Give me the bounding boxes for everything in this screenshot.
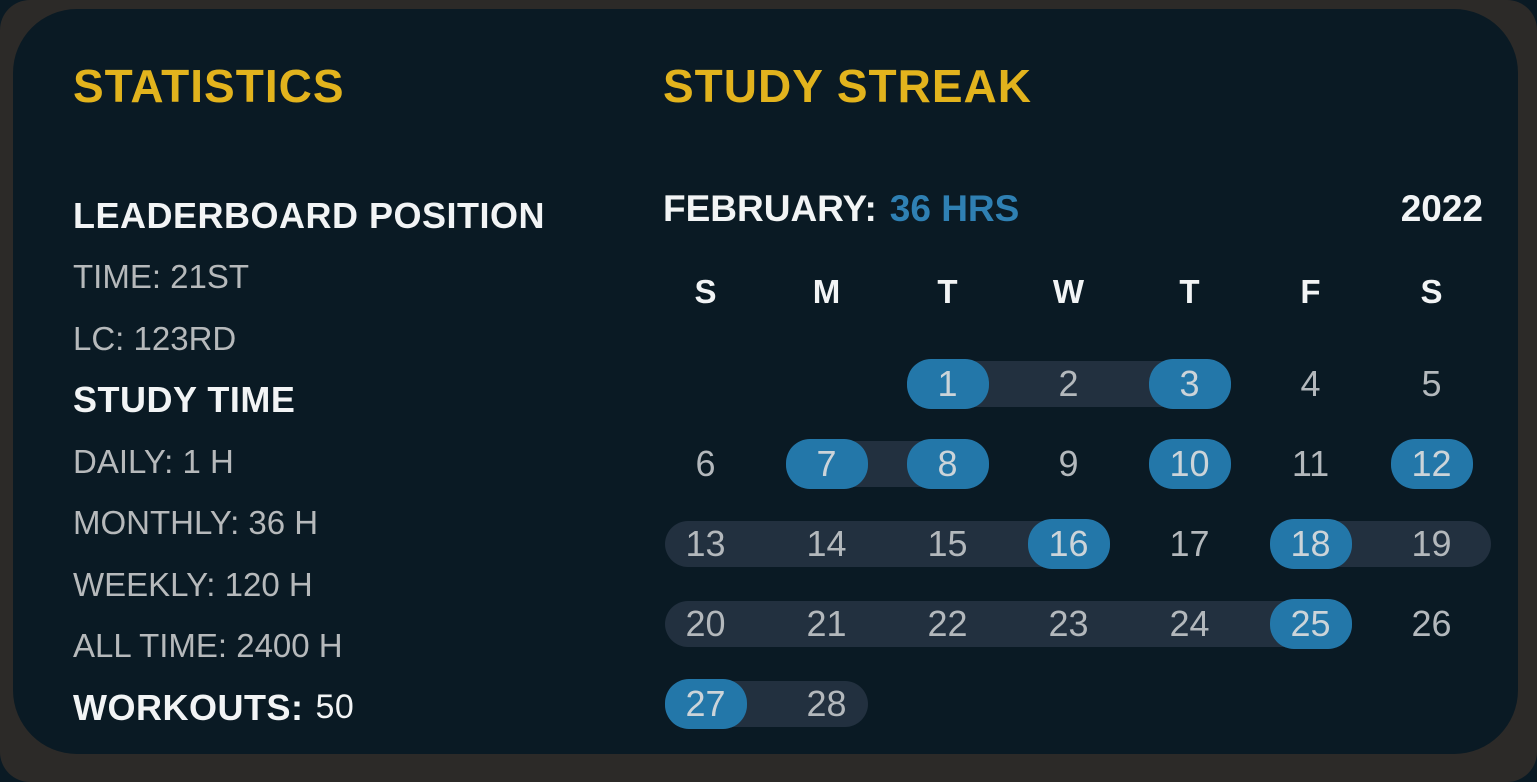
calendar-day-cell: 24 [1129, 599, 1250, 649]
calendar-week-row: 13 14 15 16 17 18 19 [645, 519, 1492, 569]
calendar-day-cell: 15 [887, 519, 1008, 569]
calendar-day: 6 [695, 443, 716, 484]
weekday-header: F [1300, 273, 1321, 310]
calendar-day-cell: 17 [1129, 519, 1250, 569]
weekday-header: S [694, 273, 717, 310]
calendar-day-cell: 14 [766, 519, 887, 569]
calendar-day-cell: 27 [645, 679, 766, 729]
weekday-header: T [937, 273, 958, 310]
statistics-list: LEADERBOARD POSITION TIME: 21ST LC: 123RD S… [73, 185, 545, 739]
calendar-day-studied: 12 [1390, 439, 1473, 489]
stat-line: DAILY: 1 H [73, 442, 234, 480]
year-label: 2022 [1400, 188, 1483, 229]
calendar-day-cell: 16 [1008, 519, 1129, 569]
streak-band [664, 601, 1352, 647]
calendar-day-cell: 8 [887, 439, 1008, 489]
stat-line: STUDY TIME [73, 379, 296, 421]
calendar-day: 15 [927, 523, 968, 564]
calendar-day-cell: 11 [1250, 439, 1371, 489]
calendar-week-row: 6 7 8 9 10 11 12 [645, 439, 1492, 489]
weekday-header: T [1179, 273, 1200, 310]
calendar-day: 21 [806, 603, 847, 644]
weekday-header: W [1052, 273, 1085, 310]
calendar-day: 28 [806, 683, 847, 724]
calendar-day: 13 [685, 523, 726, 564]
stat-line: LEADERBOARD POSITION [73, 194, 546, 236]
calendar-day-cell: 19 [1371, 519, 1492, 569]
weekday-header: M [812, 273, 841, 310]
calendar-day-studied: 1 [906, 359, 989, 409]
calendar-day-cell: 28 [766, 679, 887, 729]
calendar-day-studied: 18 [1269, 519, 1352, 569]
calendar-day-cell: 7 [766, 439, 887, 489]
calendar-day-studied: 3 [1148, 359, 1231, 409]
stat-value: 50 [315, 688, 355, 727]
calendar-day-studied: 8 [906, 439, 989, 489]
calendar-day: 2 [1058, 363, 1079, 404]
calendar-day-cell: 4 [1250, 359, 1371, 409]
calendar-day-cell: 18 [1250, 519, 1371, 569]
calendar-day-cell: 22 [887, 599, 1008, 649]
calendar-day-cell: 6 [645, 439, 766, 489]
calendar-day: 24 [1169, 603, 1210, 644]
calendar-day-cell: 10 [1129, 439, 1250, 489]
calendar-day-cell: 25 [1250, 599, 1371, 649]
calendar-day-studied: 7 [785, 439, 868, 489]
calendar-day-cell: 23 [1008, 599, 1129, 649]
calendar-day-cell: 1 [887, 359, 1008, 409]
calendar-day-studied: 16 [1027, 519, 1110, 569]
calendar-day-cell: 2 [1008, 359, 1129, 409]
calendar-week-row: 20 21 22 23 24 25 26 [645, 599, 1492, 649]
calendar-day-cell: 3 [1129, 359, 1250, 409]
calendar-day: 9 [1058, 443, 1079, 484]
calendar-day-studied: 10 [1148, 439, 1231, 489]
calendar-day: 14 [806, 523, 847, 564]
study-streak-title: STUDY STREAK [663, 60, 1032, 112]
calendar-day: 4 [1300, 363, 1321, 404]
calendar-day-cell: 21 [766, 599, 887, 649]
stat-line: WORKOUTS: 50 [73, 677, 545, 739]
calendar-day: 26 [1411, 603, 1452, 644]
calendar-day: 5 [1421, 363, 1442, 404]
stat-label: WORKOUTS: [73, 686, 304, 728]
calendar-day: 19 [1411, 523, 1452, 564]
calendar-day: 17 [1169, 523, 1210, 564]
calendar-day: 11 [1291, 443, 1330, 484]
stat-line: LC: 123RD [73, 319, 237, 357]
calendar-day-studied: 27 [664, 679, 747, 729]
calendar-day: 23 [1048, 603, 1089, 644]
calendar-day-studied: 25 [1269, 599, 1352, 649]
calendar-day-cell: 9 [1008, 439, 1129, 489]
stat-line: TIME: 21ST [73, 258, 250, 296]
stat-line: WEEKLY: 120 H [73, 565, 313, 603]
calendar-day-cell: 12 [1371, 439, 1492, 489]
month-hours-value: 36 HRS [889, 188, 1020, 229]
statistics-title: STATISTICS [73, 60, 345, 112]
stat-line: ALL TIME: 2400 H [73, 627, 343, 665]
calendar-week-row: 27 28 [645, 679, 1492, 729]
stats-panel: STATISTICS STUDY STREAK LEADERBOARD POSI… [13, 9, 1518, 754]
calendar-day-cell: 26 [1371, 599, 1492, 649]
calendar-week-row: 1 2 3 4 5 [645, 359, 1492, 409]
calendar-day: 20 [685, 603, 726, 644]
calendar-day-cell: 5 [1371, 359, 1492, 409]
stat-line: MONTHLY: 36 H [73, 504, 319, 542]
weekday-header: S [1420, 273, 1443, 310]
calendar-day: 22 [927, 603, 968, 644]
month-summary-row: FEBRUARY: 36 HRS 2022 [663, 188, 1483, 230]
calendar-day-cell: 13 [645, 519, 766, 569]
calendar-day-cell: 20 [645, 599, 766, 649]
month-label: FEBRUARY: [663, 188, 877, 229]
